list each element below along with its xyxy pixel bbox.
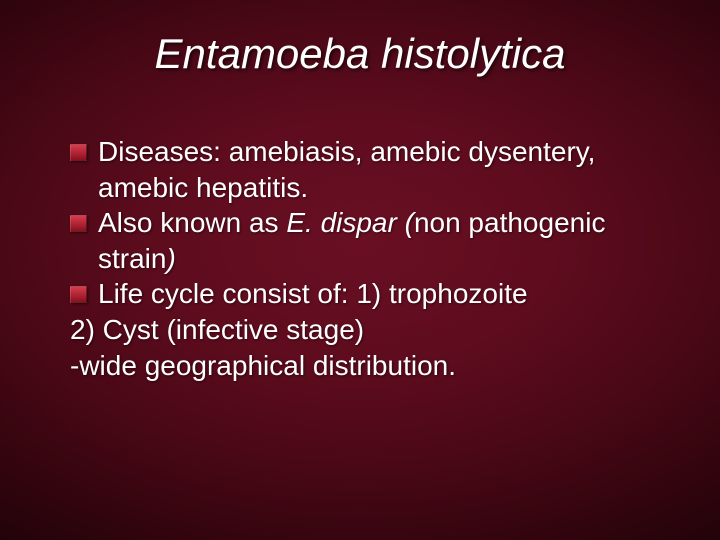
body-text-italic: ) [166, 243, 175, 274]
bullet-item-1: Diseases: amebiasis, amebic dysentery, [70, 135, 660, 169]
body-text: strain [98, 243, 166, 274]
slide-body: Diseases: amebiasis, amebic dysentery, a… [70, 135, 660, 384]
body-text: -wide geographical distribution. [70, 350, 456, 381]
body-text: amebic hepatitis. [98, 172, 308, 203]
bullet-item-2: Also known as E. dispar (non pathogenic [70, 206, 660, 240]
slide: Entamoeba histolytica Diseases: amebiasi… [0, 0, 720, 540]
slide-title: Entamoeba histolytica [0, 30, 720, 78]
body-text: Also known as [98, 207, 286, 238]
bullet-icon [70, 215, 87, 232]
bullet-icon [70, 286, 87, 303]
body-text: Diseases: amebiasis, amebic dysentery, [98, 136, 595, 167]
bullet-item-3: Life cycle consist of: 1) trophozoite [70, 277, 660, 311]
body-text-italic: E. dispar ( [286, 207, 414, 238]
bullet-icon [70, 144, 87, 161]
bullet-item-2-cont: strain) [70, 242, 660, 276]
body-line-5: -wide geographical distribution. [70, 349, 660, 383]
bullet-item-1-cont: amebic hepatitis. [70, 171, 660, 205]
body-text: 2) Cyst (infective stage) [70, 314, 364, 345]
body-text: non pathogenic [414, 207, 606, 238]
body-text: Life cycle consist of: 1) trophozoite [98, 278, 528, 309]
body-line-4: 2) Cyst (infective stage) [70, 313, 660, 347]
